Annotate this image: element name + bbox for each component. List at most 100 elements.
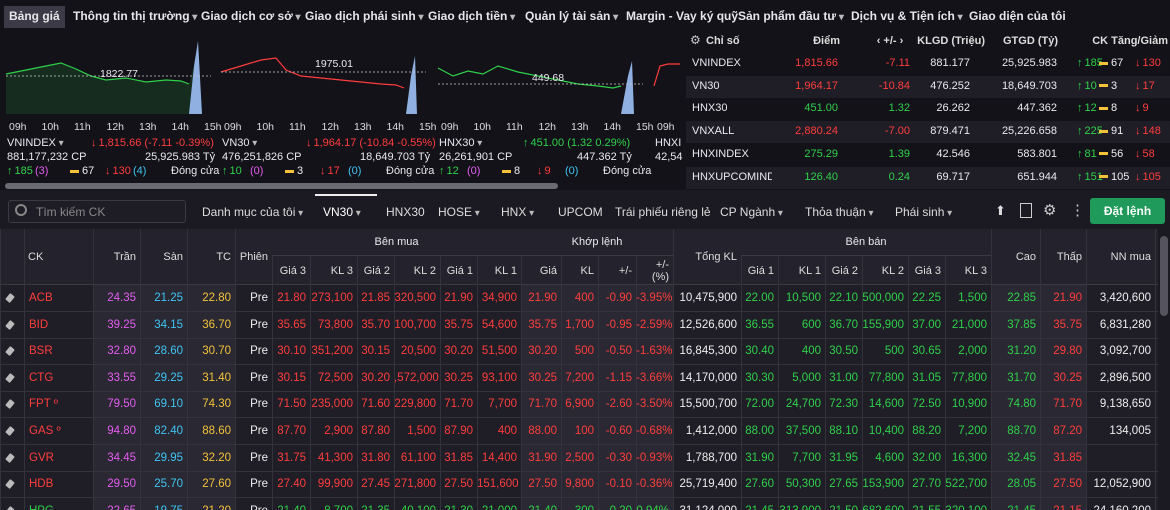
price-cell: 74.30 xyxy=(202,398,231,411)
nav-item[interactable]: Quản lý tài sản xyxy=(520,6,623,28)
order-button-bg[interactable] xyxy=(1090,198,1165,224)
index-volume: 42.546 xyxy=(936,147,970,160)
index-point: 126.40 xyxy=(804,170,838,183)
price-cell: 6,831,280 xyxy=(1099,318,1151,331)
nav-item[interactable]: Giao dịch tiền xyxy=(423,6,520,28)
price-cell: Pre xyxy=(235,498,272,510)
price-cell: 88.70 xyxy=(1007,425,1036,437)
price-cell: 30.50 xyxy=(829,345,858,358)
column-line xyxy=(272,229,273,510)
column-line xyxy=(1155,229,1156,510)
nav-item[interactable]: Giao dịch phái sinh xyxy=(300,6,429,28)
price-cell: 30.30 xyxy=(745,371,774,384)
price-cell: FPT º xyxy=(29,398,58,411)
price-cell: 34.15 xyxy=(154,318,183,331)
nav-item[interactable]: Thông tin thị trường xyxy=(68,6,202,28)
nav-item[interactable]: Giao diện của tôi xyxy=(969,9,1066,23)
index-header: GTGD (Tỷ) xyxy=(1003,35,1058,47)
column-header: Sàn xyxy=(163,251,183,263)
tab[interactable]: HOSE xyxy=(438,205,480,219)
price-cell: 39.25 xyxy=(107,318,136,331)
index-value: 18,649.703 xyxy=(1001,79,1057,92)
price-cell: 36.55 xyxy=(745,318,774,331)
price-cell: 37,500 xyxy=(785,425,821,437)
nav-item[interactable]: Dịch vụ & Tiện ích xyxy=(846,6,968,28)
price-cell: 29.25 xyxy=(154,371,183,384)
icon-more[interactable]: ⋮ xyxy=(1070,202,1085,219)
price-cell: -1.63% xyxy=(636,345,673,358)
index-flat: 91 xyxy=(1099,125,1123,137)
chart-name: HNXI xyxy=(655,137,682,149)
nav-item[interactable]: Sản phẩm đầu tư xyxy=(733,6,849,28)
column-header: +/- xyxy=(618,265,632,277)
search-box[interactable] xyxy=(8,200,186,223)
tab[interactable]: Phái sinh xyxy=(895,205,952,219)
price-cell: 29.80 xyxy=(1053,345,1082,358)
tab[interactable]: HNX30 xyxy=(386,205,425,219)
icon-settings[interactable]: ⚙ xyxy=(1043,202,1057,219)
price-cell: 21.55 xyxy=(908,498,945,510)
column-header: Giá 3 xyxy=(279,265,306,277)
tab[interactable]: VN30 xyxy=(323,205,361,219)
price-cell: -2.60 xyxy=(605,398,632,411)
index-change: 0.24 xyxy=(888,170,910,183)
price-cell: 28.60 xyxy=(154,345,183,358)
price-cell: -0.36% xyxy=(636,478,673,491)
tab[interactable]: UPCOM xyxy=(558,205,603,219)
price-cell: GVR xyxy=(29,451,54,464)
change: 451.00 (1.32 0.29%) xyxy=(523,137,631,149)
column-line xyxy=(598,229,599,510)
time-label: 15h xyxy=(204,121,222,133)
tab[interactable]: CP Ngành xyxy=(720,205,783,219)
tab[interactable]: Danh mục của tôi xyxy=(202,205,303,219)
mini-charts xyxy=(5,41,680,114)
price-cell: 30.25 xyxy=(444,371,473,384)
chart-name: VNINDEX xyxy=(7,137,64,149)
time-label: 11h xyxy=(289,121,306,133)
index-name: HNXINDEX xyxy=(692,147,749,160)
price-cell: 30.70 xyxy=(202,345,231,358)
tab[interactable]: HNX xyxy=(501,205,534,219)
search-placeholder[interactable]: Tìm kiếm CK xyxy=(36,205,106,219)
price-cell: 40,100 xyxy=(394,498,440,510)
price-cell: 33.55 xyxy=(107,371,136,384)
time-label: 09h xyxy=(9,121,27,133)
price-cell: 31.95 xyxy=(829,451,858,464)
index-header: Điểm xyxy=(813,35,840,47)
time-label: 15h xyxy=(419,121,437,133)
price-cell: 273,100 xyxy=(311,292,353,304)
time-label: 14h xyxy=(171,121,190,133)
price-cell: 71.50 xyxy=(277,398,306,411)
price-cell: 30.25 xyxy=(528,371,557,384)
price-cell: 14,600 xyxy=(868,398,904,411)
price-cell: 73,800 xyxy=(317,318,353,331)
nav-item[interactable]: Margin - Vay ký quỹ xyxy=(626,9,739,23)
status: Đóng cửa xyxy=(603,165,652,177)
price-cell: 100 xyxy=(574,425,594,437)
price-cell: 351,200 xyxy=(311,345,353,358)
row-line xyxy=(0,417,1158,419)
icon-up[interactable]: ⬆ xyxy=(995,203,1006,218)
price-cell: 7,700 xyxy=(488,398,517,411)
price-cell: 82.40 xyxy=(154,425,183,437)
price-cell: CTG xyxy=(29,371,54,384)
order-button[interactable]: Đặt lệnh xyxy=(1103,204,1152,218)
price-cell: 88.00 xyxy=(745,425,774,437)
price-cell: 72.00 xyxy=(745,398,774,411)
tab[interactable]: Trái phiếu riêng lẻ xyxy=(615,205,711,219)
nav-item[interactable]: Bảng giá xyxy=(4,6,65,28)
nav-item[interactable]: Giao dịch cơ sở xyxy=(196,6,306,28)
search-icon xyxy=(15,204,27,216)
price-cell: 32.80 xyxy=(107,345,136,358)
price-cell: 9,800 xyxy=(565,478,594,491)
index-name: HNXUPCOMINDE xyxy=(692,170,772,183)
index-volume: 69.717 xyxy=(936,170,970,183)
scrollbar xyxy=(1160,236,1168,316)
tab[interactable]: Thỏa thuận xyxy=(805,205,874,219)
index-value: 447.362 xyxy=(1017,102,1057,115)
column-header: TC xyxy=(216,251,231,263)
chart-name: VN30 xyxy=(222,137,257,149)
price-cell: 134,005 xyxy=(1109,425,1151,437)
icon-excel[interactable] xyxy=(1020,203,1032,218)
column-line xyxy=(1086,229,1087,510)
